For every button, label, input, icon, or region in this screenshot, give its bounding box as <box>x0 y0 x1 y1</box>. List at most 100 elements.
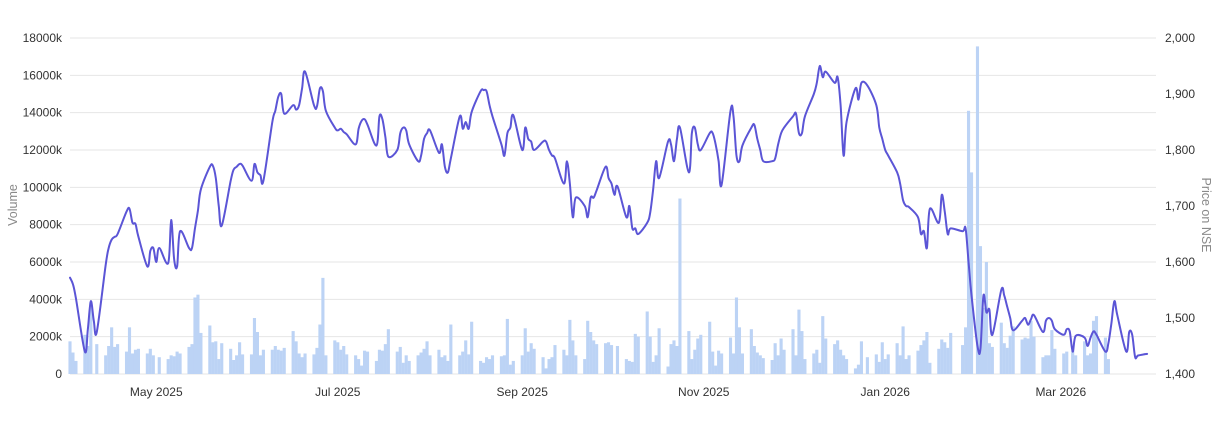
volume-bar <box>687 331 691 374</box>
left-axis-tick-label: 16000k <box>23 68 63 82</box>
volume-bar <box>458 355 462 374</box>
x-axis-tick-label: Nov 2025 <box>678 385 730 399</box>
volume-bar <box>964 327 968 374</box>
x-axis-ticks: May 2025 Jul 2025 Sep 2025 Nov 2025 Jan 2026… <box>130 385 1087 399</box>
volume-bar <box>214 341 218 374</box>
volume-bar <box>83 334 87 374</box>
volume-bar <box>193 297 197 374</box>
volume-bar <box>571 340 575 374</box>
volume-bar <box>1106 359 1110 374</box>
volume-bar <box>898 355 902 374</box>
volume-bar <box>1041 357 1045 374</box>
left-axis-tick-label: 4000k <box>29 292 63 306</box>
volume-bar <box>499 356 503 374</box>
volume-bar <box>717 350 721 374</box>
volume-bar <box>1047 355 1051 374</box>
volume-bar <box>678 198 682 374</box>
volume-bar <box>1065 351 1069 374</box>
volume-bar <box>383 344 387 374</box>
volume-bar <box>208 325 212 374</box>
volume-bar <box>714 365 718 374</box>
volume-bar <box>737 327 742 374</box>
volume-bar <box>303 353 307 374</box>
right-axis-tick-label: 2,000 <box>1165 31 1195 45</box>
volume-bar <box>357 359 361 374</box>
volume-bar <box>699 334 703 374</box>
right-axis-tick-label: 1,400 <box>1165 367 1195 381</box>
volume-bar <box>990 346 994 374</box>
volume-bar <box>883 359 887 374</box>
volume-bar <box>360 365 364 374</box>
left-axis-tick-label: 8000k <box>29 218 63 232</box>
volume-bar <box>425 341 429 374</box>
volume-bar <box>928 362 932 374</box>
volume-bar <box>318 324 322 374</box>
volume-bar <box>592 340 596 374</box>
volume-bar <box>815 349 819 374</box>
x-axis-tick-label: Sep 2025 <box>497 385 549 399</box>
volume-bar <box>502 355 506 374</box>
volume-bar <box>946 347 950 374</box>
volume-bar <box>675 346 679 374</box>
volume-bar <box>919 345 923 374</box>
right-axis-tick-label: 1,700 <box>1165 199 1195 213</box>
volume-bar <box>157 357 161 374</box>
volume-bar <box>880 342 884 374</box>
volume-bar <box>196 294 200 374</box>
volume-bar <box>511 360 515 374</box>
volume-bar <box>1091 320 1096 374</box>
volume-bar <box>776 355 780 374</box>
volume-bar <box>966 110 971 375</box>
volume-bar <box>1023 337 1027 374</box>
volume-bar <box>151 355 155 374</box>
volume-bar <box>633 333 637 374</box>
volume-bar <box>666 366 670 374</box>
right-axis-ticks: 1,400 1,500 1,600 1,700 1,800 1,900 2,000 <box>1165 31 1195 381</box>
volume-bar <box>363 350 367 374</box>
volume-bar <box>148 348 152 374</box>
x-axis-tick-label: Mar 2026 <box>1035 385 1086 399</box>
volume-bar <box>74 360 78 374</box>
volume-bar <box>365 351 370 374</box>
volume-bar <box>645 311 649 374</box>
volume-bar <box>779 338 783 374</box>
volume-bar <box>1005 347 1009 374</box>
volume-bar <box>1083 341 1087 374</box>
volume-bar <box>235 355 239 374</box>
volume-bar <box>279 350 283 374</box>
volume-bar <box>377 349 381 374</box>
volume-bar <box>238 342 242 374</box>
volume-bar <box>1088 353 1093 374</box>
volume-bar <box>282 347 286 374</box>
volume-bar <box>86 346 90 374</box>
volume-bar <box>68 341 72 374</box>
volume-bar <box>544 368 548 374</box>
volume-bar <box>1011 326 1015 374</box>
left-axis-ticks: 0 2000k 4000k 6000k 8000k 10000k 12000k 14000k 1… <box>23 31 63 381</box>
volume-bar <box>1032 336 1036 374</box>
volume-bar <box>461 351 465 374</box>
volume-bar <box>589 332 593 374</box>
volume-bar <box>1050 330 1054 374</box>
volume-bar <box>324 355 328 374</box>
volume-bar <box>574 355 578 374</box>
volume-bar <box>797 309 801 374</box>
volume-bar <box>175 351 179 374</box>
volume-bar <box>321 277 325 374</box>
volume-bar <box>773 343 777 374</box>
volume-bar <box>758 355 762 374</box>
volume-bar <box>133 349 138 374</box>
volume-bar <box>812 353 816 374</box>
volume-bar <box>255 332 259 374</box>
volume-bar <box>386 329 390 374</box>
volume-bar <box>969 172 974 374</box>
volume-bar <box>113 346 117 374</box>
volume-bar <box>127 327 132 374</box>
left-axis-tick-label: 0 <box>55 367 62 381</box>
volume-bar <box>794 355 798 374</box>
volume-bar <box>550 357 554 374</box>
volume-bar <box>630 361 634 374</box>
volume-bar <box>484 357 489 374</box>
volume-bar <box>547 359 551 374</box>
